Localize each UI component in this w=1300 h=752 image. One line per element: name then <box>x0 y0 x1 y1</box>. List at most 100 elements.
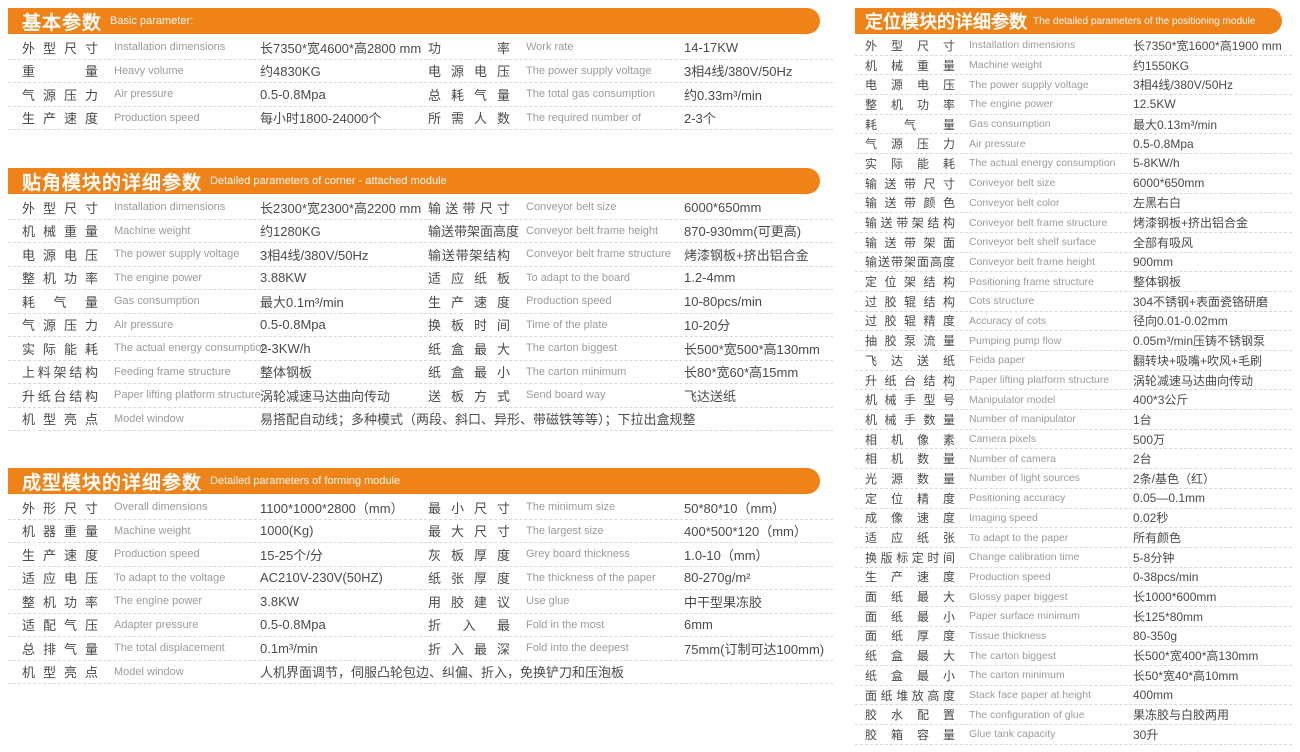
spec-row: 机器重量 Machine weight 1000(Kg) 最大尺寸 The larges… <box>8 520 833 543</box>
spec-row: 实际能耗 The actual energy consumption 5-8KW/h <box>855 154 1292 174</box>
spec-label-en: Air pressure <box>114 318 174 331</box>
spec-label-en: Positioning accuracy <box>969 492 1066 505</box>
spec-label-zh: 换板时间 <box>428 318 510 334</box>
spec-row: 过胶辊精度 Accuracy of cots 径向0.01-0.02mm <box>855 312 1292 332</box>
spec-label-zh: 定位精度 <box>865 491 955 506</box>
spec-value: 约0.33m³/min <box>684 87 763 103</box>
spec-row: 生产速度 Production speed 0-38pcs/min <box>855 568 1292 588</box>
spec-row: 相机像素 Camera pixels 500万 <box>855 430 1292 450</box>
spec-row: 整机功率 The engine power 12.5KW <box>855 95 1292 115</box>
spec-row: 生产速度 Production speed 每小时1800-24000个 所需人数 Th… <box>8 107 833 130</box>
spec-rows: 外型尺寸 Installation dimensions 长2300*宽2300*高… <box>8 196 833 431</box>
spec-value: 每小时1800-24000个 <box>260 111 382 127</box>
spec-label-en: The engine power <box>969 98 1054 111</box>
spec-label-zh: 折入最深 <box>428 641 510 657</box>
spec-label-en: Number of manipulator <box>969 413 1076 426</box>
spec-value: 中干型果冻胶 <box>684 594 763 610</box>
spec-value: 10-20分 <box>684 318 731 334</box>
spec-label-zh: 输送带架面高度 <box>865 255 955 270</box>
spec-label-zh: 相机数量 <box>865 452 955 467</box>
spec-label-en: Manipulator model <box>969 393 1056 406</box>
spec-label-zh: 生产速度 <box>22 547 98 563</box>
spec-row: 机械重量 Machine weight 约1550KG <box>855 56 1292 76</box>
spec-rows: 外型尺寸 Installation dimensions 长7350*宽1600*高… <box>855 36 1292 745</box>
spec-label-zh: 机械手型号 <box>865 393 955 408</box>
spec-label-zh: 纸盒最大 <box>865 649 955 664</box>
spec-row: 电源电压 The power supply voltage 3相4线/380V/50… <box>855 75 1292 96</box>
spec-label-en: The largest size <box>526 524 604 537</box>
spec-value: 整体钢板 <box>260 365 313 381</box>
spec-label-en: Send board way <box>526 389 606 402</box>
spec-row: 耗气量 Gas consumption 最大0.1m³/min 生产速度 Product… <box>8 290 833 314</box>
spec-label-zh: 气源压力 <box>22 87 98 103</box>
spec-label-en: The power supply voltage <box>114 248 240 261</box>
spec-value: 0.02秒 <box>1133 511 1169 526</box>
spec-label-en: Overall dimensions <box>114 501 208 514</box>
spec-label-en: Tissue thickness <box>969 629 1047 642</box>
spec-footer-row: 机型亮点 Model window 易搭配自动线；多种模式（两段、斜口、异形、带磁铁… <box>8 408 833 431</box>
spec-label-en: Camera pixels <box>969 433 1037 446</box>
spec-label-en: The required number of <box>526 111 641 124</box>
spec-row: 输送带架面 Conveyor belt shelf surface 全部有吸风 <box>855 233 1292 253</box>
spec-label-zh: 适配气压 <box>22 618 98 634</box>
spec-label-zh: 生产速度 <box>428 294 510 310</box>
spec-value: 2-3KW/h <box>260 340 311 356</box>
spec-row: 外型尺寸 Installation dimensions 长7350*宽4600*高… <box>8 36 833 60</box>
spec-label-en: Installation dimensions <box>114 41 226 54</box>
spec-label-zh: 灰板厚度 <box>428 547 510 563</box>
spec-value: 3相4线/380V/50Hz <box>260 247 369 263</box>
spec-row: 光源数量 Number of light sources 2条/基色（红） <box>855 469 1292 489</box>
spec-row: 面纸堆放高度 Stack face paper at height 400mm <box>855 686 1292 706</box>
spec-value: 长50*宽40*高10mm <box>1133 668 1239 683</box>
spec-label-zh: 外型尺寸 <box>865 38 955 53</box>
spec-label-en: Use glue <box>526 595 570 608</box>
spec-row: 换版标定时间 Change calibration time 5-8分钟 <box>855 548 1292 568</box>
spec-value: 长7350*宽4600*高2800 mm <box>260 40 422 56</box>
spec-row: 输送带架结构 Conveyor belt frame structure 烤漆钢板+… <box>855 213 1292 233</box>
spec-row: 升纸台结构 Paper lifting platform structure 涡轮减… <box>8 384 833 408</box>
spec-label-en: Conveyor belt size <box>526 201 617 214</box>
spec-value: 400*3公斤 <box>1133 393 1189 408</box>
spec-row: 升纸台结构 Paper lifting platform structure 涡轮减… <box>855 371 1292 391</box>
spec-label-en: To adapt to the voltage <box>114 571 226 584</box>
spec-row: 输送带尺寸 Conveyor belt size 6000*650mm <box>855 174 1292 194</box>
spec-label-zh: 总耗气量 <box>428 87 510 103</box>
section-title-en: Detailed parameters of forming module <box>210 475 401 487</box>
spec-label-zh: 机械重量 <box>865 58 955 73</box>
spec-value: 14-17KW <box>684 39 739 55</box>
spec-label-en: Machine weight <box>969 59 1042 72</box>
spec-label-en: Conveyor belt size <box>969 177 1056 190</box>
spec-label-en: Imaging speed <box>969 511 1038 524</box>
spec-value: 飞达送纸 <box>684 388 737 404</box>
spec-row: 成像速度 Imaging speed 0.02秒 <box>855 509 1292 529</box>
spec-label-en: Work rate <box>526 41 574 54</box>
spec-label-zh: 输送带架结构 <box>865 216 955 231</box>
spec-label-en: Conveyor belt frame structure <box>969 216 1108 229</box>
spec-value: 1台 <box>1133 412 1152 427</box>
spec-value: 3相4线/380V/50Hz <box>684 64 793 80</box>
spec-label-en: The power supply voltage <box>526 64 652 77</box>
spec-value: 1100*1000*2800（mm） <box>260 500 404 516</box>
section-title-en: Detailed parameters of corner - attached… <box>210 175 447 187</box>
spec-row: 实际能耗 The actual energy consumption 2-3KW/h… <box>8 337 833 361</box>
spec-value: 翻转块+吸嘴+吹风+毛刷 <box>1133 353 1263 368</box>
spec-label-en: The carton biggest <box>969 649 1056 662</box>
spec-label-en: Installation dimensions <box>969 39 1076 52</box>
spec-value: 长500*宽400*高130mm <box>1133 649 1259 664</box>
spec-label-zh: 胶水配置 <box>865 708 955 723</box>
spec-label-en: The engine power <box>114 595 203 608</box>
spec-label-en: To adapt to the paper <box>969 531 1069 544</box>
spec-value: 约4830KG <box>260 64 321 80</box>
spec-row: 整机功率 The engine power 3.8KW 用胶建议 Use glue 中干型… <box>8 590 833 614</box>
spec-label-en: The carton minimum <box>969 669 1065 682</box>
spec-label-en: Glossy paper biggest <box>969 590 1068 603</box>
spec-value: 2-3个 <box>684 111 716 127</box>
spec-value: 涡轮减速马达曲向传动 <box>260 388 391 404</box>
spec-label-zh: 输送带尺寸 <box>428 200 510 216</box>
spec-value: 1.0-10（mm） <box>684 547 769 563</box>
spec-label-zh: 电源电压 <box>428 64 510 80</box>
spec-label-zh: 适应纸板 <box>428 271 510 287</box>
spec-label-en: The total gas consumption <box>526 88 656 101</box>
spec-label-en: The total displacement <box>114 642 225 655</box>
spec-value: 果冻胶与白胶两用 <box>1133 708 1230 723</box>
